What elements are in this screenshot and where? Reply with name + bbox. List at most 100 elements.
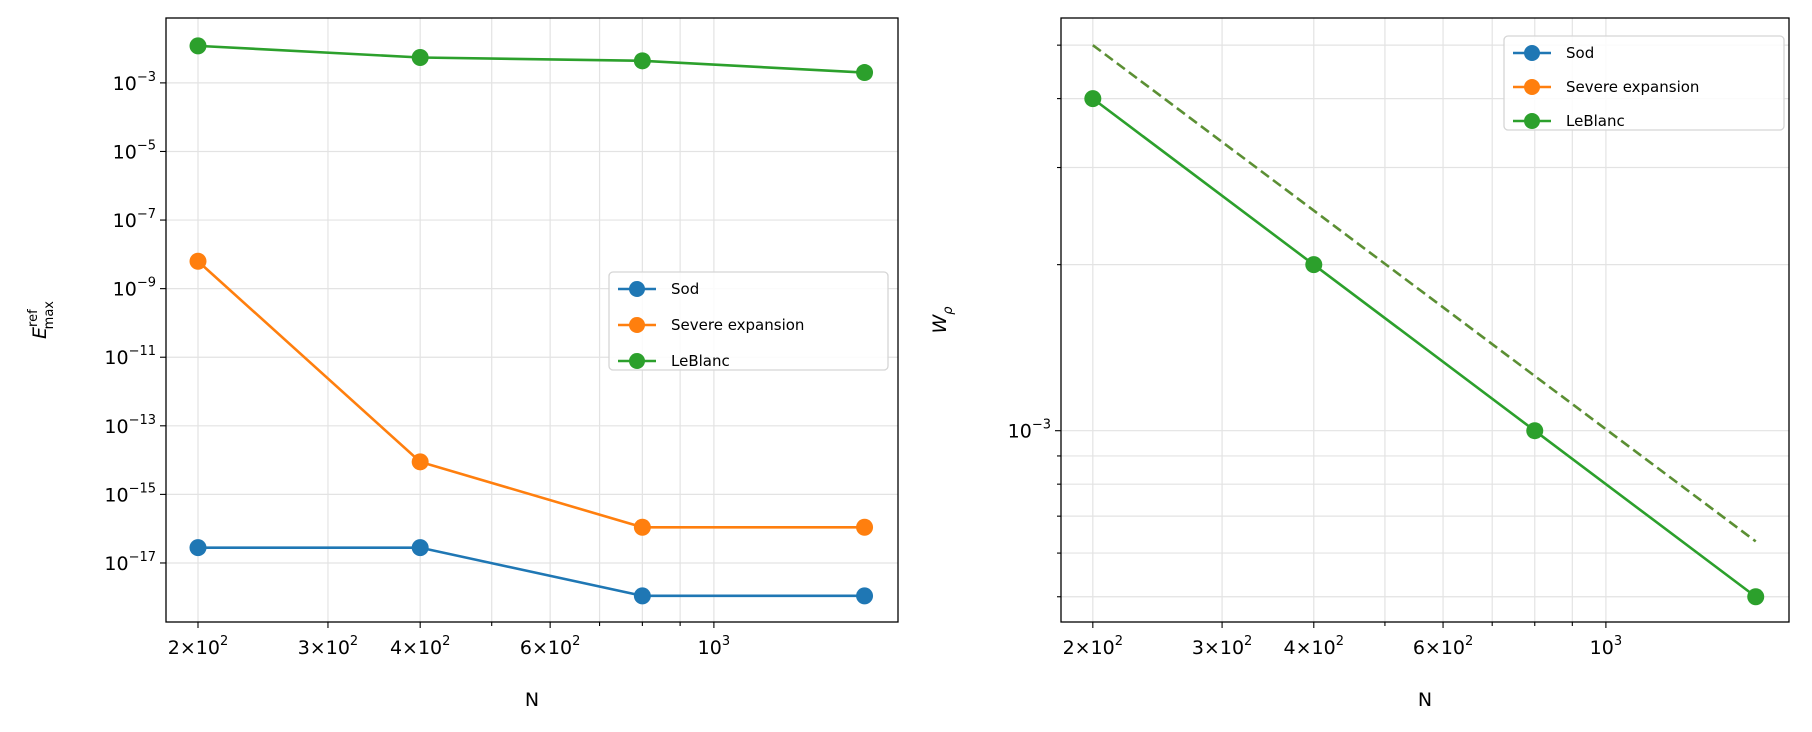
y-tick-mantissa: 10 [113,141,137,163]
x-tick-mantissa: 4×10 [1284,637,1336,659]
y-tick-label: 10−3 [1008,418,1051,443]
x-tick-exponent: 2 [1244,634,1252,649]
x-tick-mantissa: 2×10 [1063,637,1115,659]
legend-box [608,271,889,371]
x-tick-exponent: 2 [220,634,228,649]
legend: Sod Severe expansion LeBlanc [608,271,889,371]
y-tick-exponent: −17 [129,550,156,565]
x-tick-exponent: 3 [722,634,730,649]
x-tick-label: 4×102 [1284,634,1344,659]
data-point-leblanc [856,64,874,82]
series-line-sod [197,546,865,598]
data-point-sod [856,587,874,605]
right-plot-w-rho: 2×102 3×102 4×102 6×102 10310−3NWρSodSevere … [929,17,1790,711]
legend-label-leblanc: LeBlanc [1566,112,1625,130]
legend-marker-leblanc [1524,113,1540,129]
y-tick-label: 10−9 [113,276,156,301]
x-tick-mantissa: 4×10 [390,637,442,659]
y-axis-label: Erefmax [26,301,57,339]
x-tick-exponent: 2 [442,634,450,649]
legend-box [1503,35,1785,131]
x-tick-label: 2×102 [168,634,228,659]
data-point-leblanc [411,48,429,66]
x-tick-exponent: 2 [350,634,358,649]
legend-marker-sod [1524,45,1540,61]
data-point-sod [411,539,429,557]
x-tick-exponent: 2 [572,634,580,649]
y-tick-label: 10−11 [104,344,156,369]
x-tick-label: 6×102 [1413,634,1473,659]
legend: Sod Severe expansion LeBlanc [1503,35,1785,131]
x-tick-label: 103 [698,634,730,659]
series-line-severe-expansion [197,260,865,529]
y-tick-label: 10−5 [113,138,156,163]
legend-label-sod: Sod [1566,44,1594,62]
data-point-severe-expansion [856,518,874,536]
y-tick-label: 10−7 [113,207,156,232]
y-tick-mantissa: 10 [1008,421,1032,443]
legend-label-severe-expansion: Severe expansion [671,316,804,334]
x-tick-mantissa: 3×10 [298,637,350,659]
reference-slope-line [1092,44,1757,543]
y-tick-mantissa: 10 [104,347,128,369]
data-point-leblanc [1526,422,1544,440]
x-tick-mantissa: 10 [698,637,722,659]
data-point-leblanc [189,37,207,55]
data-point-sod [633,587,651,605]
data-point-severe-expansion [189,252,207,270]
left-plot-convergence-error: 2×102 3×102 4×102 6×102 10310−310−510−710−91… [26,17,899,711]
data-point-leblanc [1747,588,1765,606]
y-tick-label: 10−17 [104,550,156,575]
x-tick-mantissa: 6×10 [1413,637,1465,659]
x-tick-exponent: 2 [1336,634,1344,649]
x-tick-label: 103 [1590,634,1622,659]
y-label-superscript: ref [26,309,41,327]
x-axis-label: N [525,689,539,711]
y-tick-exponent: −3 [137,70,156,85]
y-tick-exponent: −9 [137,276,156,291]
axes-frame [1060,17,1790,623]
y-label-subscript: max [42,301,57,330]
x-tick-exponent: 2 [1465,634,1473,649]
y-tick-exponent: −3 [1032,418,1051,433]
y-tick-mantissa: 10 [104,484,128,506]
y-tick-mantissa: 10 [113,73,137,95]
legend-label-severe-expansion: Severe expansion [1566,78,1699,96]
x-axis-label: N [1418,689,1432,711]
y-tick-mantissa: 10 [104,416,128,438]
y-tick-exponent: −13 [129,413,156,428]
y-tick-label: 10−3 [113,70,156,95]
data-point-sod [189,539,207,557]
legend-marker-severe-expansion [629,317,645,333]
y-tick-label: 10−13 [104,413,156,438]
x-tick-label: 3×102 [298,634,358,659]
y-tick-label: 10−15 [104,481,156,506]
series-line-leblanc [197,44,865,74]
x-tick-mantissa: 3×10 [1192,637,1244,659]
series-line-leblanc [1092,97,1757,598]
y-label-base: W [929,314,951,334]
y-tick-mantissa: 10 [104,553,128,575]
x-tick-label: 6×102 [520,634,580,659]
x-tick-mantissa: 10 [1590,637,1614,659]
x-tick-label: 4×102 [390,634,450,659]
x-tick-label: 3×102 [1192,634,1252,659]
y-tick-mantissa: 10 [113,279,137,301]
y-tick-exponent: −5 [137,138,156,153]
axes-frame [165,17,899,623]
y-tick-exponent: −15 [129,481,156,496]
x-tick-exponent: 2 [1115,634,1123,649]
x-tick-exponent: 3 [1614,634,1622,649]
legend-marker-sod [629,281,645,297]
data-point-leblanc [1305,256,1323,274]
y-tick-mantissa: 10 [113,210,137,232]
legend-marker-severe-expansion [1524,79,1540,95]
y-tick-exponent: −11 [129,344,156,359]
legend-marker-leblanc [629,353,645,369]
y-label-base: E [29,327,51,339]
legend-label-leblanc: LeBlanc [671,352,730,370]
legend-label-sod: Sod [671,280,699,298]
data-point-leblanc [633,52,651,70]
data-point-severe-expansion [633,518,651,536]
